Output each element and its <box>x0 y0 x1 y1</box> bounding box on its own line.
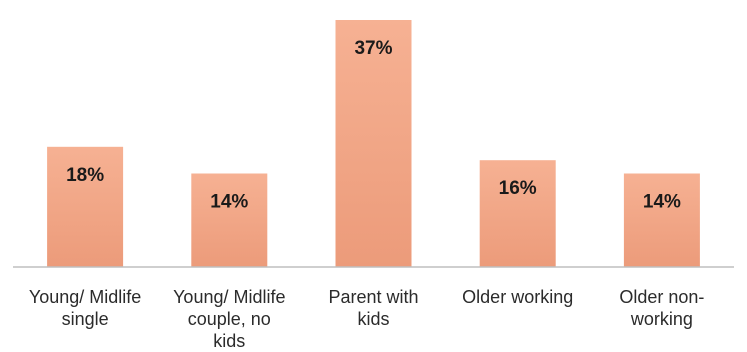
category-label-2: Young/ Midlife couple, no kids <box>173 287 285 351</box>
data-label-4: 16% <box>499 178 537 199</box>
category-label-line: Young/ Midlife <box>29 287 141 307</box>
bar-4 <box>479 160 556 267</box>
category-label-4: Older working <box>462 287 573 307</box>
category-label-line: kids <box>357 309 389 329</box>
category-label-1: Young/ Midlife single <box>29 287 141 329</box>
category-label-line: single <box>62 309 109 329</box>
category-label-line: working <box>630 309 693 329</box>
bar-1 <box>47 146 124 267</box>
category-label-5: Older non-working <box>619 287 704 329</box>
category-label-line: Older non- <box>619 287 704 307</box>
bars-layer <box>47 20 700 267</box>
bar-3 <box>335 20 412 267</box>
bar-2 <box>191 173 268 267</box>
category-label-line: Parent with <box>328 287 418 307</box>
category-label-line: Older working <box>462 287 573 307</box>
data-labels-layer: 18% 14% 37% 16% 14% <box>66 38 681 213</box>
bar-5 <box>623 173 700 267</box>
data-label-3: 37% <box>354 38 392 59</box>
category-label-3: Parent with kids <box>328 287 418 329</box>
category-label-line: Young/ Midlife <box>173 287 285 307</box>
data-label-2: 14% <box>210 192 248 213</box>
data-label-1: 18% <box>66 165 104 186</box>
category-label-line: couple, no <box>188 309 271 329</box>
data-label-5: 14% <box>643 192 681 213</box>
category-label-line: kids <box>213 331 245 351</box>
